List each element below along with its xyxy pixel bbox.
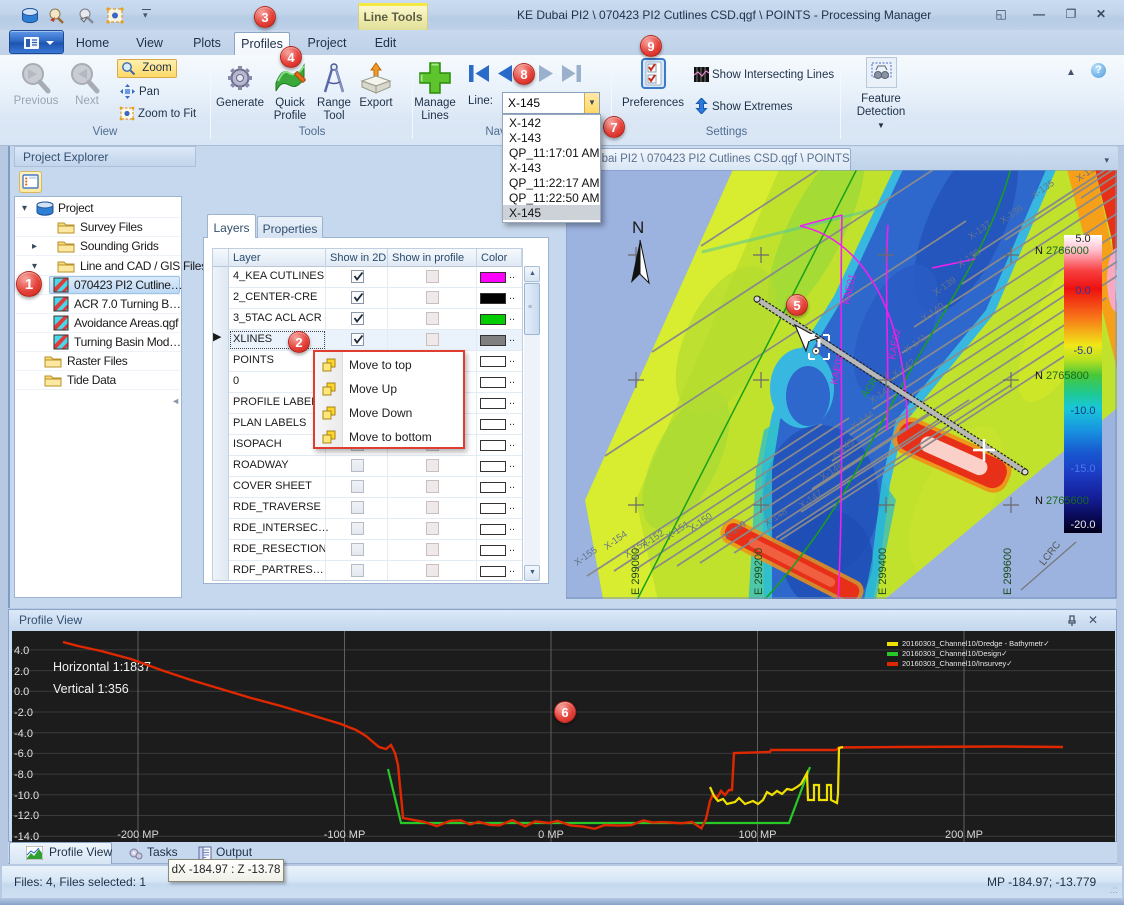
svg-text:0 MP: 0 MP <box>538 829 564 841</box>
svg-text:-10.0: -10.0 <box>1070 405 1095 417</box>
svg-text:4.0: 4.0 <box>14 645 29 657</box>
svg-text:KAE02: KAE02 <box>887 328 903 361</box>
svg-text:E 299000: E 299000 <box>630 548 642 595</box>
svg-text:-5.0: -5.0 <box>1074 345 1093 357</box>
svg-text:-200 MP: -200 MP <box>117 829 159 841</box>
svg-text:-100 MP: -100 MP <box>324 829 366 841</box>
svg-text:Vertical 1:356: Vertical 1:356 <box>53 682 129 696</box>
svg-text:-20.0: -20.0 <box>1070 519 1095 531</box>
svg-text:E 299200: E 299200 <box>753 548 765 595</box>
svg-text:20160303_Channel10/Dredge - Ba: 20160303_Channel10/Dredge - Bathymetr✓ <box>902 639 1050 648</box>
svg-text:Horizontal 1:1837: Horizontal 1:1837 <box>53 660 151 674</box>
svg-text:N 2766000: N 2766000 <box>1035 245 1089 257</box>
svg-text:2.0: 2.0 <box>14 666 29 678</box>
svg-text:200 MP: 200 MP <box>945 829 983 841</box>
svg-text:N: N <box>632 218 644 237</box>
svg-text:N 2765600: N 2765600 <box>1035 495 1089 507</box>
svg-text:0.0: 0.0 <box>14 686 29 698</box>
svg-text:-4.0: -4.0 <box>14 728 33 740</box>
svg-text:-15.0: -15.0 <box>1070 463 1095 475</box>
svg-text:-10.0: -10.0 <box>14 790 39 802</box>
svg-text:E 299400: E 299400 <box>877 548 889 595</box>
svg-text:20160303_Channel10/Design✓: 20160303_Channel10/Design✓ <box>902 649 1008 658</box>
svg-text:100 MP: 100 MP <box>739 829 777 841</box>
svg-text:N 2765800: N 2765800 <box>1035 370 1089 382</box>
svg-text:5.0: 5.0 <box>1075 233 1090 245</box>
svg-text:E 299600: E 299600 <box>1002 548 1014 595</box>
svg-text:-6.0: -6.0 <box>14 748 33 760</box>
svg-text:-12.0: -12.0 <box>14 810 39 822</box>
svg-text:-2.0: -2.0 <box>14 707 33 719</box>
svg-text:-14.0: -14.0 <box>14 831 39 842</box>
svg-text:-8.0: -8.0 <box>14 769 33 781</box>
svg-text:20160303_Channel10/Insurvey✓: 20160303_Channel10/Insurvey✓ <box>902 659 1013 668</box>
svg-text:0.0: 0.0 <box>1075 285 1090 297</box>
